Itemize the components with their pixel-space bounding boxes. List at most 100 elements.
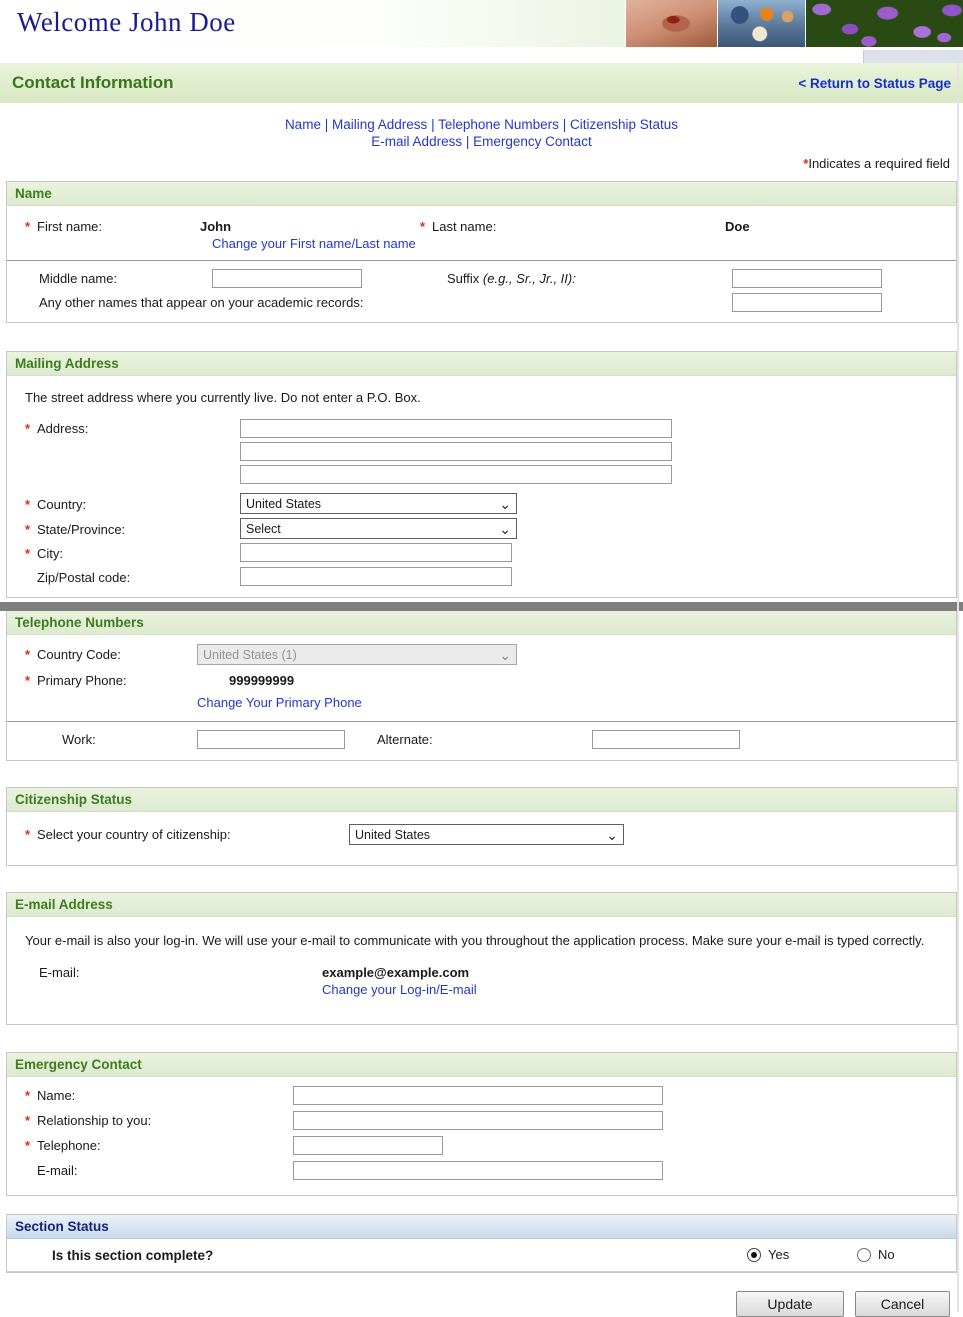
- chevron-down-icon: ⌄: [606, 826, 618, 843]
- section-status-header: Section Status: [7, 1215, 956, 1239]
- relationship-input[interactable]: [293, 1111, 663, 1130]
- nav-link-email-address[interactable]: E-mail Address: [371, 134, 463, 149]
- section-complete-question: Is this section complete?: [52, 1247, 214, 1263]
- nav-separator: |: [431, 117, 435, 132]
- suffix-label: Suffix (e.g., Sr., Jr., II):: [447, 271, 576, 286]
- emergency-contact-header: Emergency Contact: [7, 1053, 956, 1077]
- nav-link-emergency-contact[interactable]: Emergency Contact: [473, 134, 592, 149]
- nav-link-name[interactable]: Name: [284, 117, 321, 132]
- other-names-label: Any other names that appear on your acad…: [39, 294, 364, 310]
- work-phone-label: Work:: [62, 732, 96, 747]
- required-asterisk: *: [25, 546, 31, 561]
- cancel-button[interactable]: Cancel: [855, 1291, 950, 1317]
- email-address-header: E-mail Address: [7, 893, 956, 917]
- banner: Welcome John Doe: [0, 0, 963, 47]
- required-asterisk: *: [420, 218, 426, 234]
- required-asterisk: *: [25, 1138, 31, 1153]
- nav-link-mailing-address[interactable]: Mailing Address: [332, 117, 428, 132]
- required-field-note: *Indicates a required field: [0, 156, 963, 171]
- required-note-text: Indicates a required field: [808, 156, 950, 171]
- address-line3-input[interactable]: [240, 465, 672, 484]
- emergency-contact-section: Emergency Contact * Name: * Relationship t…: [6, 1052, 957, 1196]
- change-login-email-link[interactable]: Change your Log-in/E-mail: [322, 982, 477, 997]
- return-to-status-link[interactable]: < Return to Status Page: [798, 75, 951, 91]
- country-code-select: United States (1) ⌄: [197, 644, 517, 665]
- alternate-phone-label: Alternate:: [377, 732, 433, 747]
- mosquito-photo: [625, 0, 717, 47]
- email-address-section: E-mail Address Your e-mail is also your …: [6, 892, 957, 1025]
- nav-link-telephone-numbers[interactable]: Telephone Numbers: [438, 117, 559, 132]
- nav-line2: E-mail Address | Emergency Contact: [0, 133, 963, 150]
- emergency-name-input[interactable]: [293, 1086, 663, 1105]
- no-radio[interactable]: [857, 1247, 871, 1262]
- nav-separator: |: [562, 117, 567, 132]
- yes-radio[interactable]: [747, 1247, 761, 1262]
- middle-name-input[interactable]: [212, 269, 362, 288]
- scroll-corner: [863, 50, 963, 63]
- required-asterisk: *: [25, 218, 31, 234]
- required-asterisk: *: [25, 827, 31, 842]
- emergency-email-label: *E-mail:: [37, 1163, 78, 1178]
- address-line1-input[interactable]: [240, 419, 672, 438]
- name-section-body: * First name: John * Last name: Doe Change…: [7, 206, 956, 322]
- name-section: Name * First name: John * Last name: Doe C…: [6, 181, 957, 323]
- country-select[interactable]: United States ⌄: [240, 493, 517, 514]
- mailing-address-intro: The street address where you currently l…: [25, 390, 421, 405]
- change-name-link[interactable]: Change your First name/Last name: [212, 236, 416, 251]
- emergency-telephone-input[interactable]: [293, 1136, 443, 1155]
- state-province-select[interactable]: Select ⌄: [240, 518, 517, 539]
- change-primary-phone-link[interactable]: Change Your Primary Phone: [197, 695, 362, 710]
- chevron-down-icon: ⌄: [499, 495, 511, 512]
- email-value: example@example.com: [322, 964, 470, 980]
- emergency-telephone-label: * Telephone:: [25, 1138, 101, 1153]
- country-label: * Country:: [25, 497, 87, 512]
- email-label: E-mail:: [39, 964, 80, 980]
- section-status: Section Status Is this section complete?…: [6, 1214, 957, 1273]
- other-names-input[interactable]: [732, 292, 882, 312]
- work-phone-input[interactable]: [197, 730, 345, 749]
- suffix-input[interactable]: [732, 269, 882, 288]
- emergency-email-input[interactable]: [293, 1161, 663, 1180]
- middle-name-label: Middle name:: [39, 271, 118, 286]
- citizenship-status-body: * Select your country of citizenship: Uni…: [7, 812, 956, 865]
- email-intro-text: Your e-mail is also your log-in. We will…: [25, 933, 925, 948]
- zip-postal-label: *Zip/Postal code:: [37, 570, 131, 585]
- page-title: Contact Information: [12, 73, 174, 92]
- banner-substrip: [0, 47, 963, 63]
- no-radio-label: No: [878, 1247, 895, 1262]
- primary-phone-value: 999999999: [229, 672, 295, 688]
- frame-divider-bar: [0, 602, 963, 611]
- address-line2-input[interactable]: [240, 442, 672, 461]
- section-status-row: Is this section complete? Yes No: [7, 1239, 956, 1272]
- relationship-label: * Relationship to you:: [25, 1113, 152, 1128]
- chevron-down-icon: ⌄: [499, 646, 511, 663]
- section-anchor-nav: Name | Mailing Address | Telephone Numbe…: [0, 116, 963, 150]
- mailing-address-section: Mailing Address The street address where…: [6, 351, 957, 598]
- city-input[interactable]: [240, 543, 512, 562]
- country-code-label: * Country Code:: [25, 647, 121, 662]
- zip-postal-input[interactable]: [240, 567, 512, 586]
- purple-bacteria-photo: [805, 0, 963, 47]
- page-right-edge: [957, 63, 959, 1312]
- city-label: * City:: [25, 546, 63, 561]
- welcome-heading: Welcome John Doe: [17, 7, 236, 37]
- required-asterisk: *: [25, 1113, 31, 1128]
- first-name-value: John: [200, 218, 232, 234]
- update-button[interactable]: Update: [736, 1291, 844, 1317]
- alternate-phone-input[interactable]: [592, 730, 740, 749]
- last-name-label: * Last name:: [420, 218, 497, 234]
- nav-link-citizenship-status[interactable]: Citizenship Status: [569, 117, 679, 132]
- citizenship-select[interactable]: United States ⌄: [349, 824, 624, 845]
- last-name-value: Doe: [725, 218, 750, 234]
- form-action-buttons: Update Cancel: [13, 1291, 950, 1317]
- mailing-address-header: Mailing Address: [7, 352, 956, 376]
- community-health-photo: [717, 0, 805, 47]
- telephone-numbers-section: Telephone Numbers * Country Code: United …: [6, 611, 957, 761]
- emergency-name-label: * Name:: [25, 1088, 76, 1103]
- address-label: * Address:: [25, 421, 89, 436]
- required-asterisk: *: [25, 672, 31, 688]
- nav-line1: Name | Mailing Address | Telephone Numbe…: [0, 116, 963, 133]
- first-name-label: * First name:: [25, 218, 103, 234]
- required-asterisk: *: [25, 522, 31, 537]
- nav-separator: |: [465, 134, 470, 149]
